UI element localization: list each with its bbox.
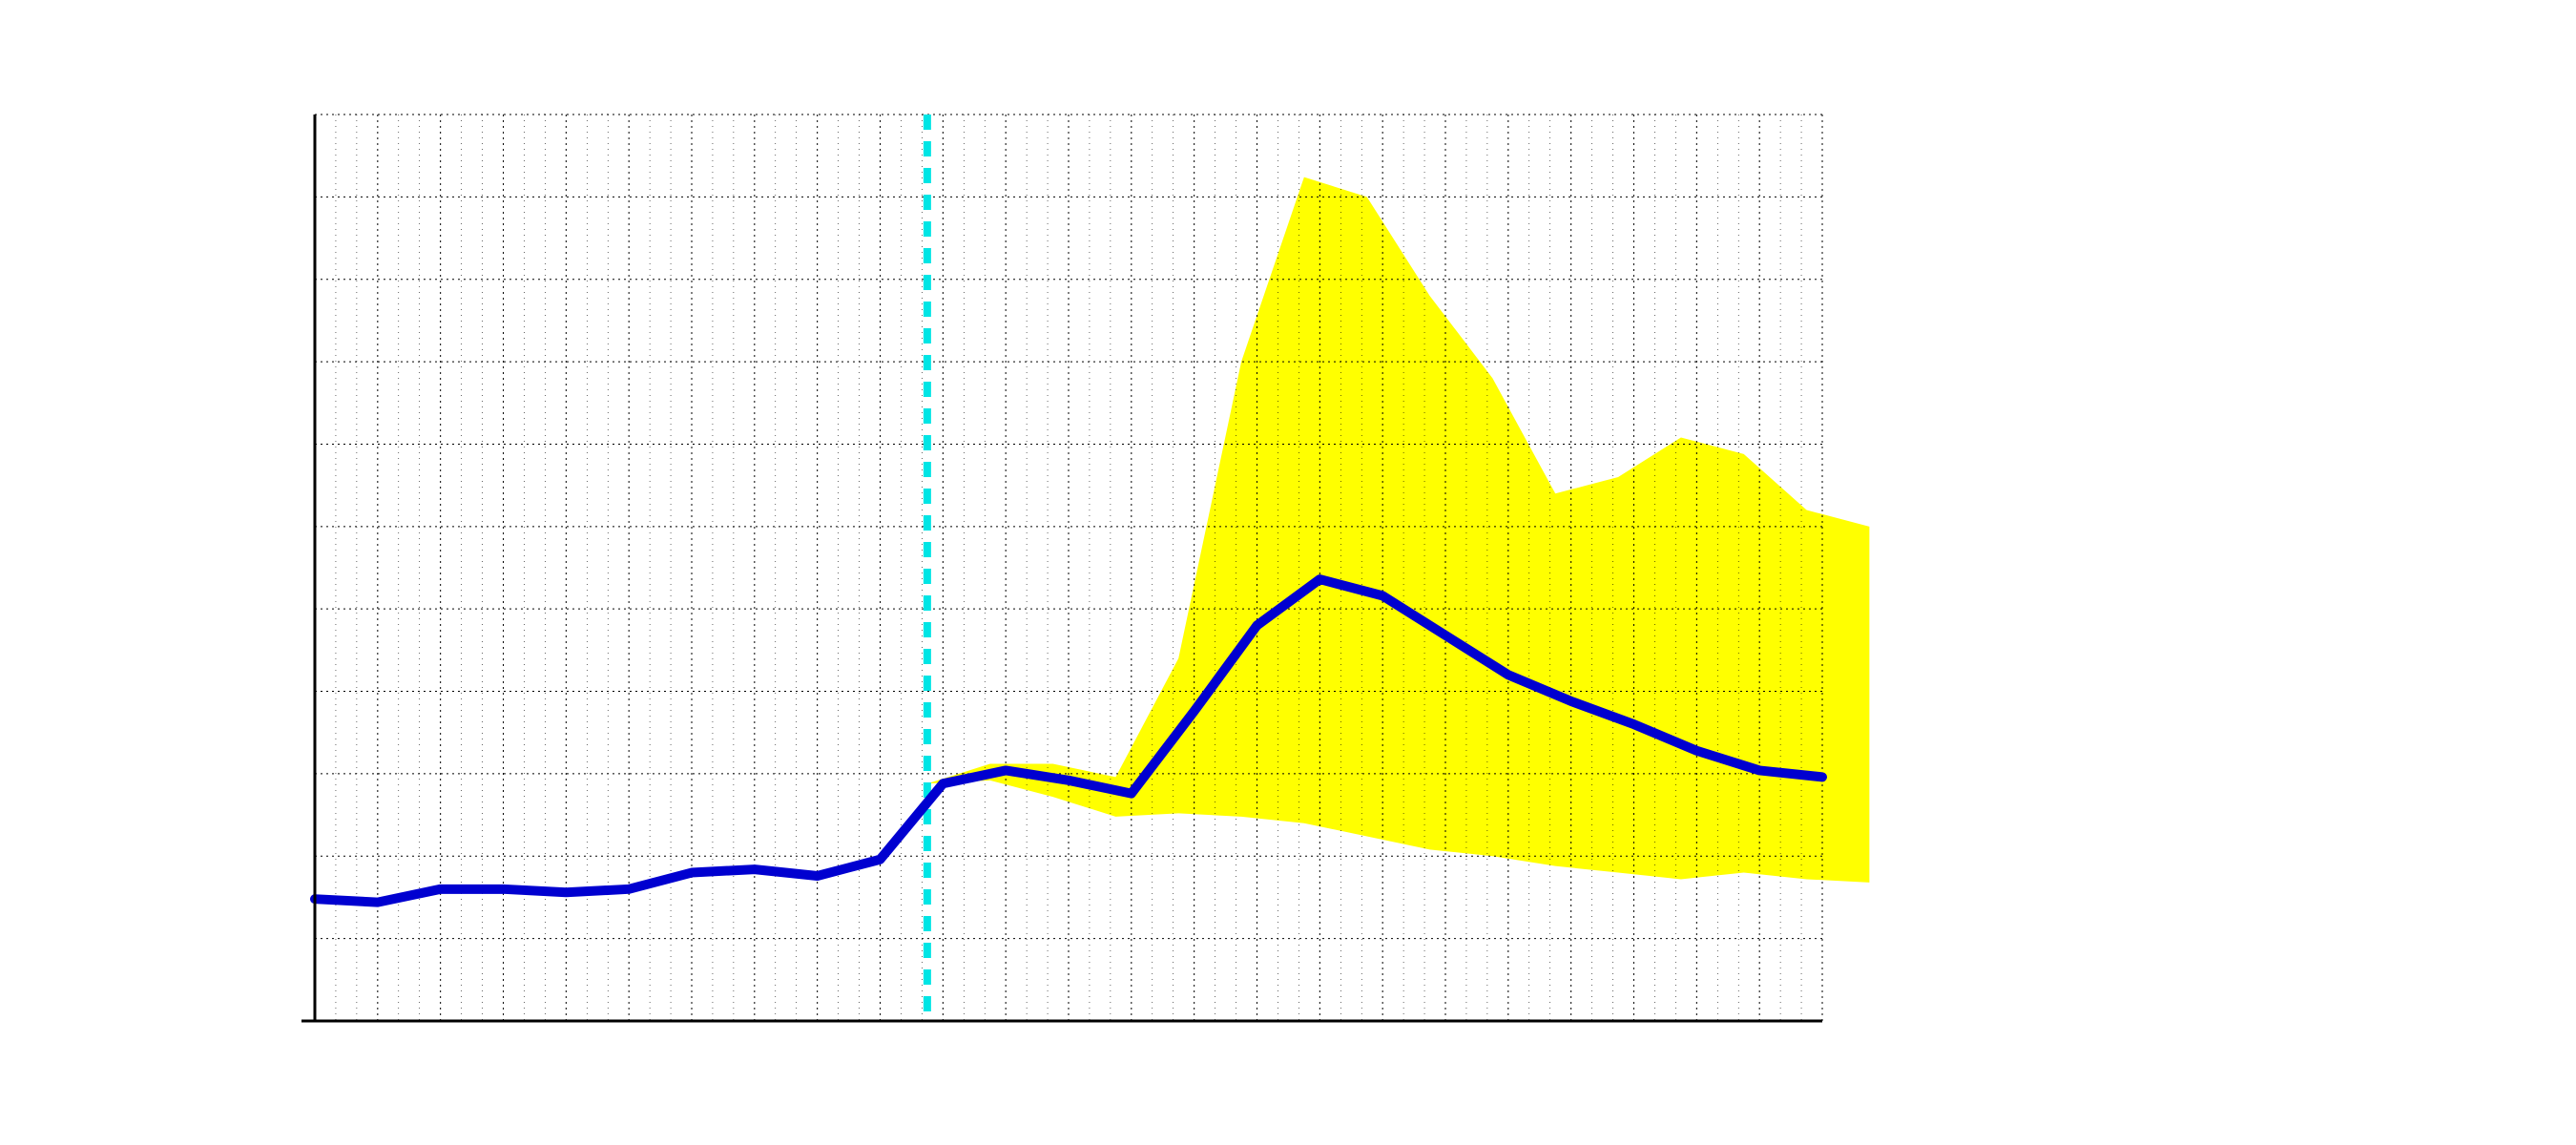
chart-container [0,0,2576,1145]
chart-svg [0,0,2576,1145]
